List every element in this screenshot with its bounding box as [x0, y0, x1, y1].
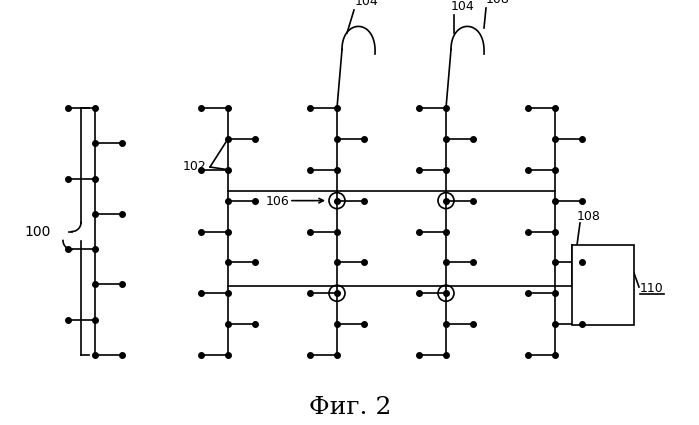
Text: 100: 100 — [24, 224, 51, 238]
Bar — [572, 245, 634, 325]
Text: 110: 110 — [640, 283, 664, 295]
Text: Фиг. 2: Фиг. 2 — [309, 397, 391, 419]
Text: 102: 102 — [182, 161, 206, 173]
Text: 104: 104 — [451, 0, 475, 13]
Text: 104: 104 — [355, 0, 379, 8]
Text: 106: 106 — [265, 195, 289, 208]
Text: 108: 108 — [577, 210, 601, 223]
Text: 108: 108 — [486, 0, 510, 6]
